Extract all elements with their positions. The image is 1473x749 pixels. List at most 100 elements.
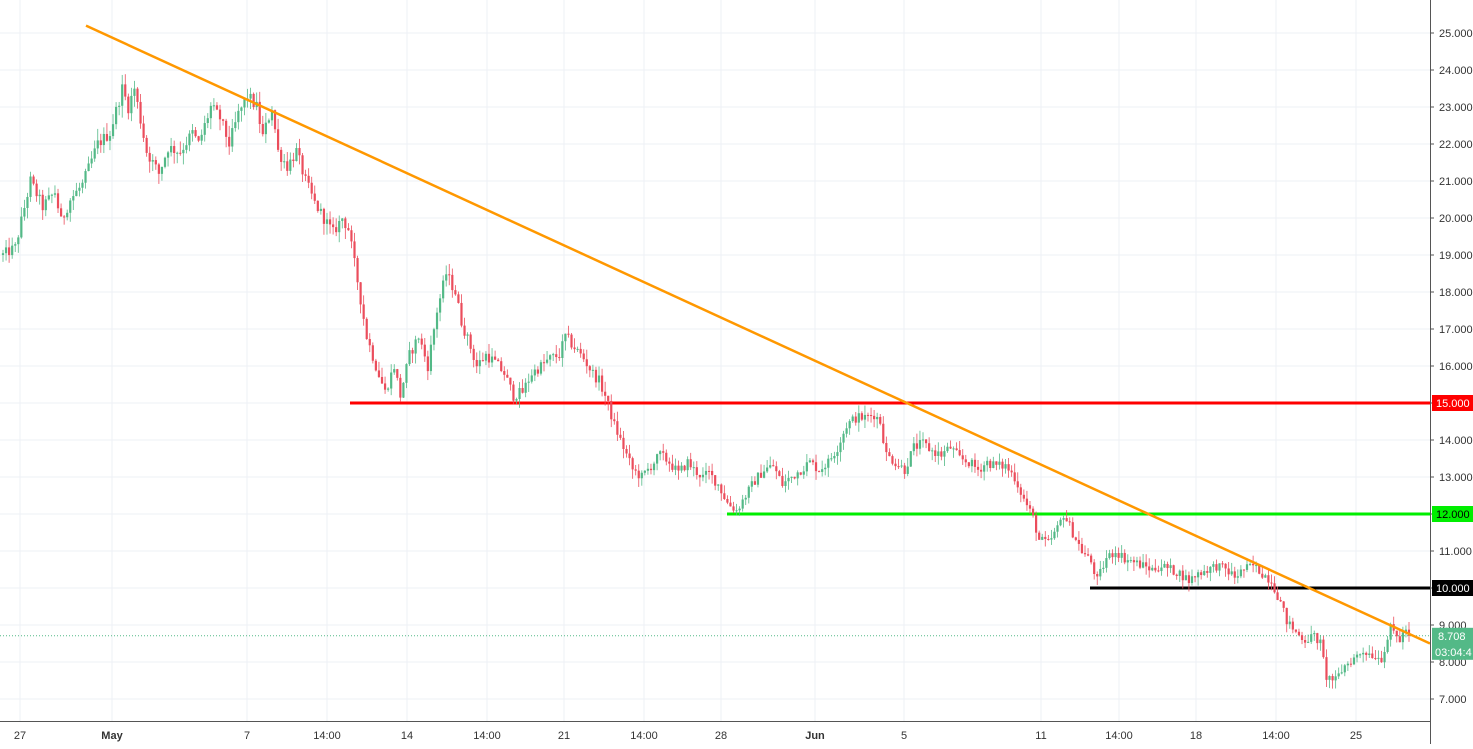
candle-body xyxy=(931,450,934,452)
x-tick-label: 14:00 xyxy=(473,730,501,742)
candle-body xyxy=(894,463,897,467)
candle-body xyxy=(689,459,692,468)
candle-body xyxy=(808,460,812,463)
candle-body xyxy=(799,472,802,475)
candle-body xyxy=(469,334,472,349)
candle-body xyxy=(69,200,72,213)
candle-body xyxy=(735,510,738,512)
candle-body xyxy=(756,472,760,485)
candle-body xyxy=(1047,538,1050,540)
candle-body xyxy=(273,110,277,130)
candle-body xyxy=(500,361,503,372)
candle-body xyxy=(1148,566,1151,571)
candle-body xyxy=(1145,562,1148,567)
candle-body xyxy=(1129,560,1132,562)
x-tick-label: 18 xyxy=(1190,730,1202,742)
candle-body xyxy=(741,499,744,509)
candle-body xyxy=(912,443,915,452)
candle-body xyxy=(604,391,607,396)
candle-body xyxy=(1044,536,1047,539)
candle-body xyxy=(802,471,805,475)
candle-body xyxy=(35,183,38,197)
y-tick-label: 7.000 xyxy=(1439,694,1467,706)
candle-body xyxy=(879,416,882,424)
candle-body xyxy=(1105,558,1108,568)
candle-body xyxy=(766,467,769,472)
candle-body xyxy=(396,369,399,378)
candle-body xyxy=(1181,570,1184,581)
candle-body xyxy=(824,467,827,470)
candle-body xyxy=(876,416,879,420)
candle-body xyxy=(78,187,81,191)
candle-body xyxy=(891,456,894,464)
candle-body xyxy=(649,468,653,471)
candle-body xyxy=(151,160,154,162)
candle-body xyxy=(830,458,833,460)
candle-body xyxy=(961,455,964,460)
candle-body xyxy=(445,274,448,281)
candle-body xyxy=(286,161,289,171)
candle-body xyxy=(1398,636,1401,643)
candle-body xyxy=(989,460,992,469)
candle-body xyxy=(1166,563,1169,569)
candle-body xyxy=(454,290,457,295)
candle-body xyxy=(1365,652,1368,655)
y-tick-label: 11.000 xyxy=(1439,546,1472,558)
candle-body xyxy=(383,383,387,390)
candle-body xyxy=(157,164,160,174)
candle-body xyxy=(90,158,93,164)
candle-body xyxy=(863,414,867,420)
candle-body xyxy=(66,212,69,218)
candle-body xyxy=(466,334,469,336)
candle-body xyxy=(533,369,536,376)
candle-body xyxy=(11,245,14,256)
candle-body xyxy=(1190,576,1194,584)
candle-body xyxy=(885,442,888,453)
candle-body xyxy=(368,339,371,346)
candle-body xyxy=(579,348,582,354)
candle-body xyxy=(1300,635,1304,640)
horizontal-levels xyxy=(0,401,1430,637)
candle-body xyxy=(209,105,212,119)
candle-body xyxy=(1380,657,1383,663)
candle-body xyxy=(130,95,133,114)
candle-body xyxy=(1038,532,1041,540)
candle-body xyxy=(597,375,601,383)
candle-body xyxy=(1236,576,1239,578)
candle-body xyxy=(399,377,402,398)
candle-body xyxy=(1389,624,1392,640)
candle-body xyxy=(280,149,283,162)
candle-body xyxy=(102,133,105,146)
candle-body xyxy=(833,456,836,459)
candle-body xyxy=(1288,621,1291,625)
candle-body xyxy=(1184,575,1187,581)
y-tick-label: 20.000 xyxy=(1439,213,1473,225)
candle-body xyxy=(790,476,793,478)
candle-body xyxy=(1090,555,1093,563)
candle-body xyxy=(353,241,356,259)
candle-body xyxy=(674,465,677,470)
candle-body xyxy=(781,475,784,486)
candle-body xyxy=(212,105,215,107)
candle-body xyxy=(460,302,463,326)
candle-body xyxy=(38,194,41,197)
candle-body xyxy=(203,123,206,135)
candle-body xyxy=(1404,629,1408,633)
candle-body xyxy=(652,463,656,471)
candle-body xyxy=(506,374,509,378)
candle-body xyxy=(1099,568,1102,577)
candle-body xyxy=(1062,518,1065,520)
candle-body xyxy=(1224,563,1227,569)
candle-body xyxy=(671,463,674,470)
candle-body xyxy=(1080,543,1084,554)
candle-body xyxy=(1108,553,1111,559)
candle-body xyxy=(1374,658,1377,660)
candle-body xyxy=(1114,553,1117,558)
candle-body xyxy=(72,196,75,201)
level-label: 15.000 xyxy=(1436,398,1470,410)
y-tick-label: 22.000 xyxy=(1439,139,1473,151)
candle-body xyxy=(1096,573,1099,577)
x-tick-label: May xyxy=(101,730,123,742)
candle-body xyxy=(1368,653,1371,655)
candle-body xyxy=(707,470,711,472)
